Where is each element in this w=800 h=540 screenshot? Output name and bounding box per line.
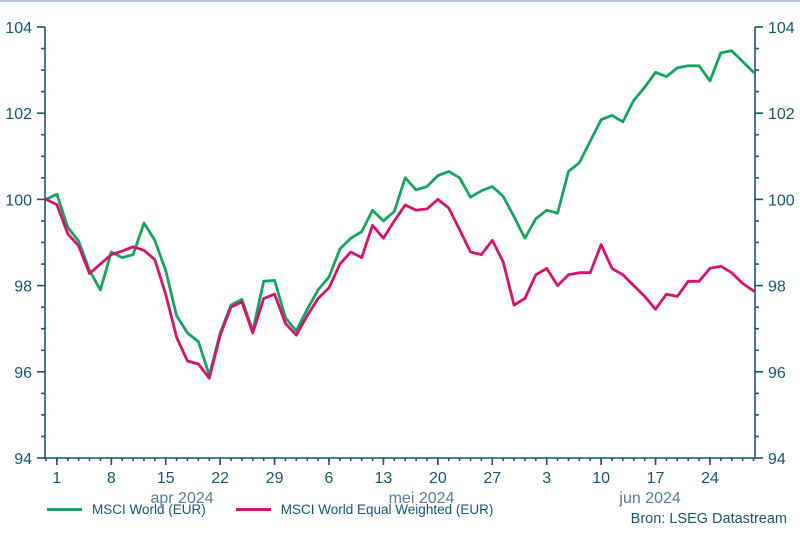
- x-tick-label: 13: [375, 470, 393, 487]
- x-tick-label: 27: [483, 470, 501, 487]
- y-tick-label-right: 100: [768, 192, 795, 209]
- y-tick-label-right: 102: [768, 106, 795, 123]
- y-tick-label-right: 104: [768, 20, 795, 37]
- legend-item-msci-world: MSCI World (EUR): [47, 502, 206, 517]
- x-tick-label: 3: [542, 470, 551, 487]
- x-tick-label: 8: [107, 470, 116, 487]
- month-label: mei 2024: [389, 490, 455, 507]
- series-line-1: [44, 197, 755, 380]
- month-label: jun 2024: [618, 490, 680, 507]
- x-tick-label: 29: [266, 470, 284, 487]
- y-tick-label-left: 104: [5, 20, 32, 37]
- window-top-border: [0, 0, 800, 2]
- y-tick-label-right: 94: [768, 451, 786, 468]
- y-tick-label-left: 102: [5, 106, 32, 123]
- legend-label-msci-world-equal-weighted: MSCI World Equal Weighted (EUR): [280, 502, 494, 517]
- y-tick-label-right: 98: [768, 279, 786, 296]
- x-tick-label: 10: [592, 470, 610, 487]
- legend-swatch-msci-world: [47, 508, 82, 511]
- x-tick-label: 15: [157, 470, 175, 487]
- legend-swatch-msci-world-equal-weighted: [235, 508, 271, 511]
- month-label: apr 2024: [150, 490, 213, 507]
- y-tick-label-left: 98: [14, 279, 32, 296]
- x-tick-label: 24: [701, 470, 719, 487]
- x-tick-label: 20: [429, 470, 447, 487]
- source-credit: Bron: LSEG Datastream: [630, 511, 787, 527]
- y-tick-label-left: 96: [14, 365, 32, 382]
- y-tick-label-left: 94: [14, 451, 32, 468]
- series-line-0: [44, 49, 755, 377]
- x-tick-label: 22: [211, 470, 229, 487]
- y-tick-label-right: 96: [768, 365, 786, 382]
- y-tick-label-left: 100: [5, 192, 32, 209]
- legend: MSCI World (EUR) MSCI World Equal Weight…: [47, 502, 493, 517]
- legend-item-msci-world-equal-weighted: MSCI World Equal Weighted (EUR): [235, 502, 494, 517]
- x-tick-label: 17: [647, 470, 665, 487]
- x-tick-label: 1: [52, 470, 61, 487]
- legend-label-msci-world: MSCI World (EUR): [92, 502, 206, 517]
- x-tick-label: 6: [325, 470, 334, 487]
